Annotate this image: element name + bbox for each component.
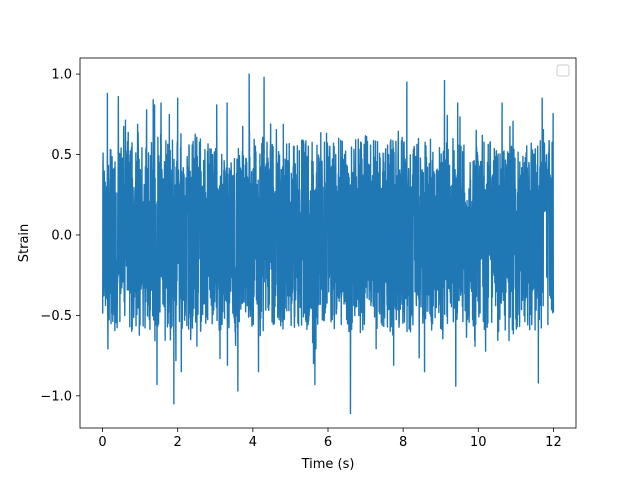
y-tick-label: 1.0 [51, 68, 72, 83]
x-tick-label: 6 [324, 435, 332, 450]
y-tick-label: −0.5 [40, 309, 72, 324]
x-tick-label: 0 [98, 435, 106, 450]
x-tick-label: 8 [399, 435, 407, 450]
x-tick-label: 2 [174, 435, 182, 450]
y-axis-ticks: −1.0 −0.5 0.0 0.5 1.0 [40, 68, 80, 404]
strain-series-line [101, 73, 555, 415]
series-strain [101, 73, 555, 415]
y-tick-label: 0.5 [51, 148, 72, 163]
x-axis-label: Time (s) [301, 457, 355, 472]
y-axis-label: Strain [17, 224, 32, 263]
y-tick-label: 0.0 [51, 228, 72, 243]
x-tick-label: 4 [249, 435, 257, 450]
x-axis-ticks: 0 2 4 6 8 10 12 [98, 428, 562, 450]
legend-box [556, 64, 570, 77]
x-tick-label: 10 [470, 435, 487, 450]
x-tick-label: 12 [545, 435, 562, 450]
y-tick-label: −1.0 [40, 389, 72, 404]
